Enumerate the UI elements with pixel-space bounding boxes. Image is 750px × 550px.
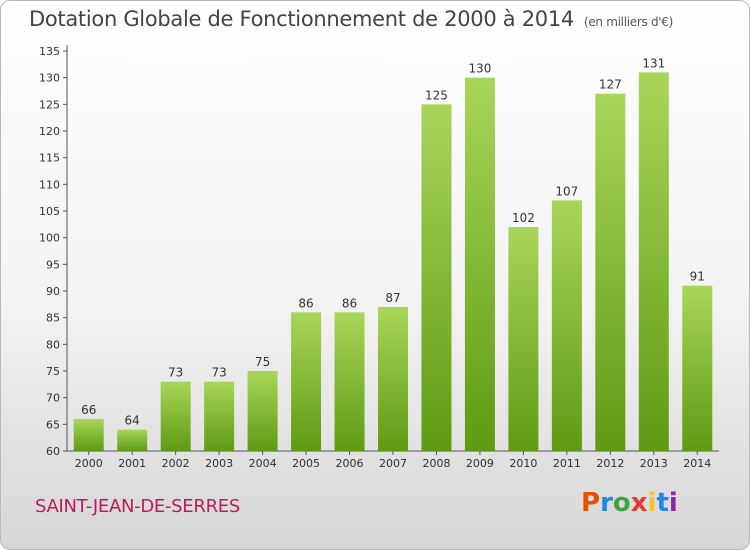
x-tick-label: 2001 bbox=[118, 457, 146, 470]
x-tick-label: 2005 bbox=[292, 457, 320, 470]
logo-letter: i bbox=[668, 488, 678, 518]
bar-2005 bbox=[291, 312, 322, 451]
bar-2014 bbox=[682, 285, 713, 451]
y-tick-label: 70 bbox=[46, 392, 60, 405]
x-tick-label: 2003 bbox=[205, 457, 233, 470]
x-tick-label: 2002 bbox=[162, 457, 190, 470]
bar-value-label: 66 bbox=[81, 403, 96, 417]
x-tick-label: 2006 bbox=[336, 457, 364, 470]
logo-letter: o bbox=[612, 488, 631, 518]
bar-value-label: 107 bbox=[555, 184, 578, 198]
bar-value-label: 86 bbox=[342, 296, 357, 310]
commune-name: SAINT-JEAN-DE-SERRES bbox=[35, 496, 240, 517]
x-tick-label: 2007 bbox=[379, 457, 407, 470]
chart-unit: (en milliers d'€) bbox=[583, 15, 673, 29]
chart-title-text: Dotation Globale de Fonctionnement de 20… bbox=[29, 7, 574, 31]
bar-value-label: 87 bbox=[385, 291, 400, 305]
x-tick-label: 2014 bbox=[683, 457, 711, 470]
bar-2013 bbox=[638, 72, 669, 451]
y-tick-label: 75 bbox=[46, 365, 60, 378]
bar-value-label: 73 bbox=[211, 366, 226, 380]
bar-2007 bbox=[378, 307, 408, 451]
y-tick-label: 95 bbox=[46, 258, 60, 271]
logo-letter: P bbox=[581, 488, 601, 518]
bar-value-label: 130 bbox=[468, 62, 491, 76]
y-tick-label: 115 bbox=[39, 152, 60, 165]
x-tick-label: 2013 bbox=[640, 457, 668, 470]
bar-value-label: 64 bbox=[125, 414, 140, 428]
logo-letter: x bbox=[630, 488, 648, 518]
bars: 66 64 73 73 75 86 86 87 125 130 102 107 127 131 91 bbox=[73, 56, 713, 452]
bar-value-label: 86 bbox=[298, 296, 313, 310]
y-tick-label: 100 bbox=[39, 232, 60, 245]
bar-value-label: 73 bbox=[168, 366, 183, 380]
y-tick-label: 65 bbox=[46, 418, 60, 431]
proxiti-logo: Proxiti bbox=[581, 488, 678, 518]
y-tick-label: 125 bbox=[39, 98, 60, 111]
logo-letter: r bbox=[600, 488, 613, 518]
bar-2010 bbox=[508, 227, 539, 451]
y-tick-label: 105 bbox=[39, 205, 60, 218]
bar-value-label: 75 bbox=[255, 355, 270, 369]
bar-2003 bbox=[204, 381, 235, 451]
bar-2006 bbox=[334, 312, 365, 451]
bar-2004 bbox=[247, 371, 278, 451]
chart-title: Dotation Globale de Fonctionnement de 20… bbox=[29, 7, 673, 31]
y-tick-label: 120 bbox=[39, 125, 60, 138]
x-tick-label: 2011 bbox=[553, 457, 581, 470]
bar-2009 bbox=[464, 77, 495, 452]
bar-value-label: 131 bbox=[642, 56, 665, 70]
y-tick-label: 90 bbox=[46, 285, 60, 298]
x-tick-label: 2012 bbox=[596, 457, 624, 470]
x-tick-label: 2008 bbox=[422, 457, 450, 470]
bar-2001 bbox=[117, 429, 148, 451]
x-axis: 2000 2001 2002 2003 2004 2005 2006 2007 2008 2009… bbox=[67, 450, 719, 470]
bar-value-label: 125 bbox=[425, 88, 448, 102]
bar-2000 bbox=[73, 419, 104, 451]
bar-value-label: 102 bbox=[512, 211, 535, 225]
x-tick-label: 2000 bbox=[75, 457, 103, 470]
bar-2002 bbox=[160, 381, 191, 451]
y-tick-label: 80 bbox=[46, 338, 60, 351]
y-tick-label: 85 bbox=[46, 312, 60, 325]
y-tick-label: 110 bbox=[39, 178, 60, 191]
logo-letter: t bbox=[656, 488, 669, 518]
y-axis: 60 65 70 75 80 85 90 95 100 105 110 115 120 125 130 135 bbox=[39, 45, 68, 458]
y-tick-label: 130 bbox=[39, 72, 60, 85]
bar-2011 bbox=[551, 200, 582, 451]
x-tick-label: 2004 bbox=[249, 457, 277, 470]
y-tick-label: 60 bbox=[46, 445, 60, 458]
bar-2012 bbox=[595, 93, 626, 452]
bar-value-label: 91 bbox=[690, 270, 705, 284]
x-tick-label: 2010 bbox=[509, 457, 537, 470]
bar-value-label: 127 bbox=[599, 78, 622, 92]
logo-letter: i bbox=[647, 488, 657, 518]
x-tick-label: 2009 bbox=[466, 457, 494, 470]
y-tick-label: 135 bbox=[39, 45, 60, 58]
bar-2008 bbox=[421, 104, 452, 451]
